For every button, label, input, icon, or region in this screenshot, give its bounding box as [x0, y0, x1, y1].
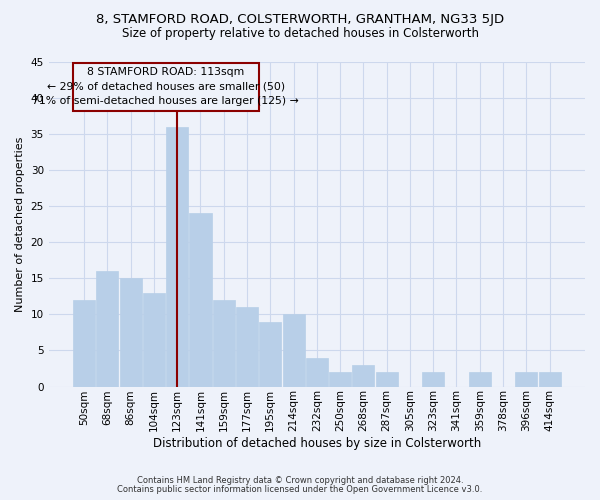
Bar — [236, 307, 258, 386]
Text: 8 STAMFORD ROAD: 113sqm: 8 STAMFORD ROAD: 113sqm — [87, 68, 244, 78]
Bar — [166, 126, 188, 386]
Bar — [329, 372, 351, 386]
Bar — [73, 300, 95, 386]
Bar — [212, 300, 235, 386]
Bar — [283, 314, 305, 386]
Bar — [376, 372, 398, 386]
Bar — [469, 372, 491, 386]
Bar — [306, 358, 328, 386]
Bar — [515, 372, 538, 386]
Bar — [259, 322, 281, 386]
Bar — [190, 213, 212, 386]
Bar — [143, 292, 165, 386]
Text: ← 29% of detached houses are smaller (50): ← 29% of detached houses are smaller (50… — [47, 82, 285, 92]
Text: 71% of semi-detached houses are larger (125) →: 71% of semi-detached houses are larger (… — [32, 96, 299, 106]
Bar — [422, 372, 444, 386]
X-axis label: Distribution of detached houses by size in Colsterworth: Distribution of detached houses by size … — [153, 437, 481, 450]
Y-axis label: Number of detached properties: Number of detached properties — [15, 136, 25, 312]
Text: Contains public sector information licensed under the Open Government Licence v3: Contains public sector information licen… — [118, 485, 482, 494]
Text: Contains HM Land Registry data © Crown copyright and database right 2024.: Contains HM Land Registry data © Crown c… — [137, 476, 463, 485]
Text: 8, STAMFORD ROAD, COLSTERWORTH, GRANTHAM, NG33 5JD: 8, STAMFORD ROAD, COLSTERWORTH, GRANTHAM… — [96, 12, 504, 26]
Bar — [119, 278, 142, 386]
Bar — [539, 372, 560, 386]
Bar — [352, 365, 374, 386]
Bar — [97, 271, 118, 386]
Bar — [73, 63, 259, 110]
Text: Size of property relative to detached houses in Colsterworth: Size of property relative to detached ho… — [121, 28, 479, 40]
